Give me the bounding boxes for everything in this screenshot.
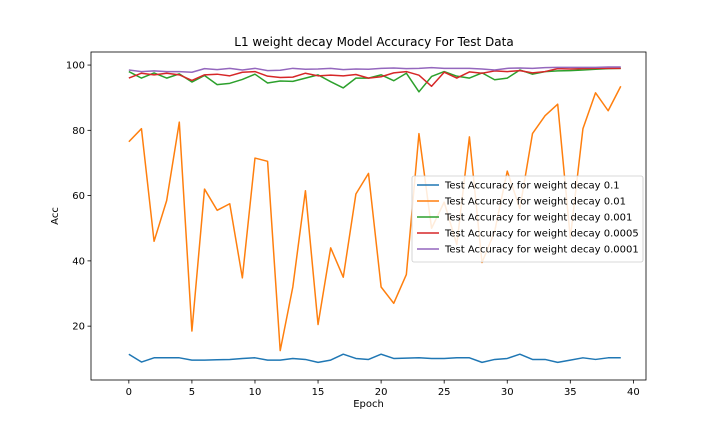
chart-title: L1 weight decay Model Accuracy For Test … [234,35,513,49]
x-tick-label: 5 [189,387,195,398]
y-tick-label: 80 [72,126,85,137]
series-line-0 [128,353,621,364]
series-line-1 [128,85,622,352]
x-tick-label: 15 [312,387,325,398]
legend-label-0: Test Accuracy for weight decay 0.1 [444,181,620,192]
legend: Test Accuracy for weight decay 0.1 Test A… [411,175,644,263]
legend-box [411,175,644,263]
series-line-3 [128,67,621,88]
y-tick-label: 60 [72,191,85,202]
x-tick-label: 25 [438,387,451,398]
legend-label-4: Test Accuracy for weight decay 0.0001 [444,245,639,256]
x-tick-label: 20 [375,387,388,398]
x-tick-label: 40 [627,387,640,398]
y-tick-label: 100 [66,61,85,72]
x-axis-label: Epoch [353,399,384,410]
series-line-4 [128,66,621,73]
y-axis-label: Acc [50,207,61,225]
x-tick-label: 10 [249,387,262,398]
y-tick-label: 40 [72,256,85,267]
legend-label-2: Test Accuracy for weight decay 0.001 [444,213,632,224]
x-tick-label: 35 [564,387,577,398]
plot-area: 0 5 10 15 20 25 30 35 40 20 40 60 80 100 [66,51,647,398]
x-tick-label: 0 [126,387,132,398]
x-tick-label: 30 [501,387,514,398]
legend-label-1: Test Accuracy for weight decay 0.01 [444,197,626,208]
axes-frame [90,51,647,381]
y-tick-label: 20 [72,322,85,333]
legend-label-3: Test Accuracy for weight decay 0.0005 [444,229,639,240]
